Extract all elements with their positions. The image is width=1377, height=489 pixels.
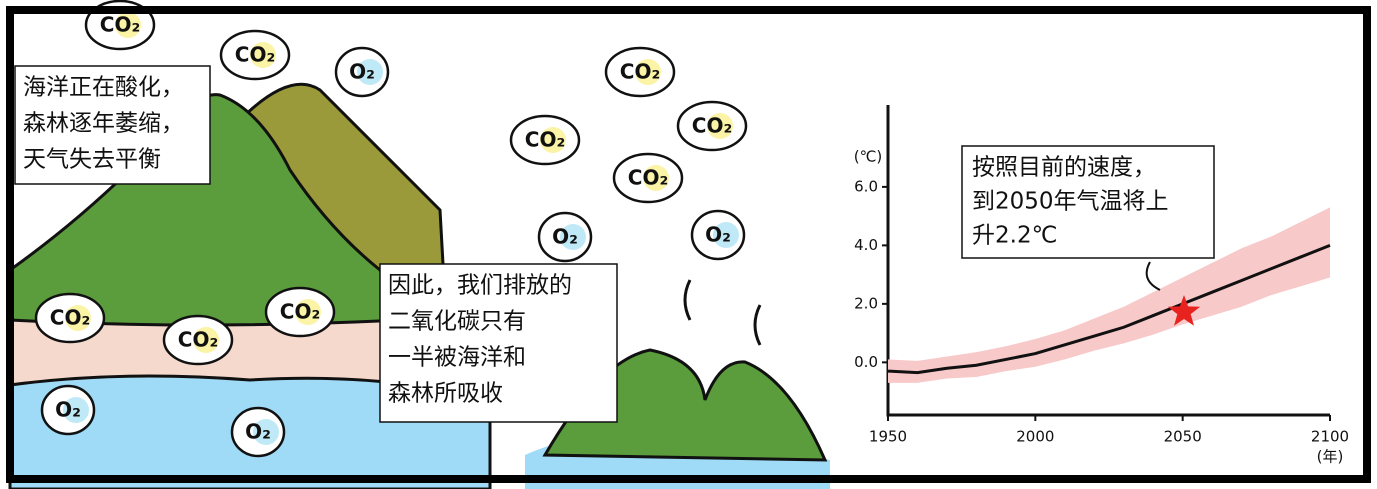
bubble-label: CO₂ bbox=[280, 300, 320, 324]
bubble: CO₂ bbox=[264, 286, 336, 338]
bubble-label: O₂ bbox=[705, 223, 731, 247]
bubble-tint bbox=[250, 42, 276, 68]
bubble-tint bbox=[295, 299, 321, 325]
y-tick-label: 6.0 bbox=[854, 177, 878, 195]
bubble: CO₂ bbox=[612, 152, 684, 204]
bubble: CO₂ bbox=[676, 100, 748, 152]
bubble-label: CO₂ bbox=[50, 306, 90, 330]
caption-box bbox=[379, 263, 618, 423]
x-tick-label: 2000 bbox=[1016, 428, 1054, 446]
temperature-line bbox=[887, 243, 1331, 375]
x-tick-label: 2100 bbox=[1311, 428, 1349, 446]
x-tick-label: 2050 bbox=[1164, 428, 1202, 446]
annotation-line: 按照目前的速度， bbox=[972, 155, 1156, 181]
bubble: CO₂ bbox=[162, 314, 234, 366]
x-axis-label: (年) bbox=[1317, 448, 1344, 466]
annotation-line: 到2050年气温将上 bbox=[972, 189, 1169, 215]
bubble: O₂ bbox=[230, 406, 286, 458]
bubble: O₂ bbox=[334, 46, 390, 98]
caption-line: 天气失去平衡 bbox=[23, 147, 161, 173]
bubble: O₂ bbox=[690, 209, 746, 261]
bubble-label: CO₂ bbox=[235, 43, 275, 67]
bubble-label: O₂ bbox=[349, 60, 375, 84]
caption-box bbox=[14, 65, 211, 185]
bubble-tint bbox=[713, 222, 739, 248]
bubble-tint bbox=[643, 165, 669, 191]
bubble-tint bbox=[115, 12, 141, 38]
bubble-tint bbox=[65, 305, 91, 331]
bubble-label: CO₂ bbox=[620, 60, 660, 84]
bubble: O₂ bbox=[537, 211, 593, 263]
bubble: O₂ bbox=[40, 384, 96, 436]
bubble-label: CO₂ bbox=[178, 328, 218, 352]
panel-border bbox=[6, 6, 1371, 483]
bubble-tint bbox=[635, 59, 661, 85]
annotation-line: 升2.2℃ bbox=[972, 223, 1057, 249]
bubble-tint bbox=[193, 327, 219, 353]
bubble-tint bbox=[540, 127, 566, 153]
bubble: CO₂ bbox=[219, 29, 291, 81]
bubble-label: O₂ bbox=[552, 225, 578, 249]
smoke bbox=[683, 279, 762, 346]
caption-line: 一半被海洋和 bbox=[388, 345, 526, 371]
bubble-label: CO₂ bbox=[100, 13, 140, 37]
star-marker bbox=[1167, 295, 1201, 326]
annotation-box bbox=[961, 145, 1215, 259]
caption-line: 因此，我们排放的 bbox=[388, 273, 572, 299]
uncertainty-band bbox=[888, 207, 1330, 383]
caption-line: 二氧化碳只有 bbox=[388, 309, 526, 335]
y-tick-label: 0.0 bbox=[854, 353, 878, 371]
bubble-label: O₂ bbox=[245, 420, 271, 444]
bubble: CO₂ bbox=[34, 292, 106, 344]
bubble: CO₂ bbox=[604, 46, 676, 98]
bubble-label: O₂ bbox=[55, 398, 81, 422]
y-tick-label: 2.0 bbox=[854, 294, 878, 312]
bubble-tint bbox=[560, 224, 586, 250]
caption-line: 海洋正在酸化， bbox=[23, 75, 184, 101]
caption-line: 森林所吸收 bbox=[388, 381, 503, 407]
bubble: CO₂ bbox=[509, 114, 581, 166]
bubble-tint bbox=[63, 397, 89, 423]
bubble-label: CO₂ bbox=[628, 166, 668, 190]
bubble-label: CO₂ bbox=[525, 128, 565, 152]
bubble-label: CO₂ bbox=[692, 114, 732, 138]
bubble-tint bbox=[253, 419, 279, 445]
bubble-tint bbox=[707, 113, 733, 139]
bubble-tint bbox=[357, 59, 383, 85]
caption-line: 森林逐年萎缩， bbox=[23, 111, 184, 137]
y-tick-label: 4.0 bbox=[854, 236, 878, 254]
y-axis-label: (℃) bbox=[854, 148, 883, 166]
x-tick-label: 1950 bbox=[869, 428, 907, 446]
annotation-pointer bbox=[1145, 261, 1161, 291]
